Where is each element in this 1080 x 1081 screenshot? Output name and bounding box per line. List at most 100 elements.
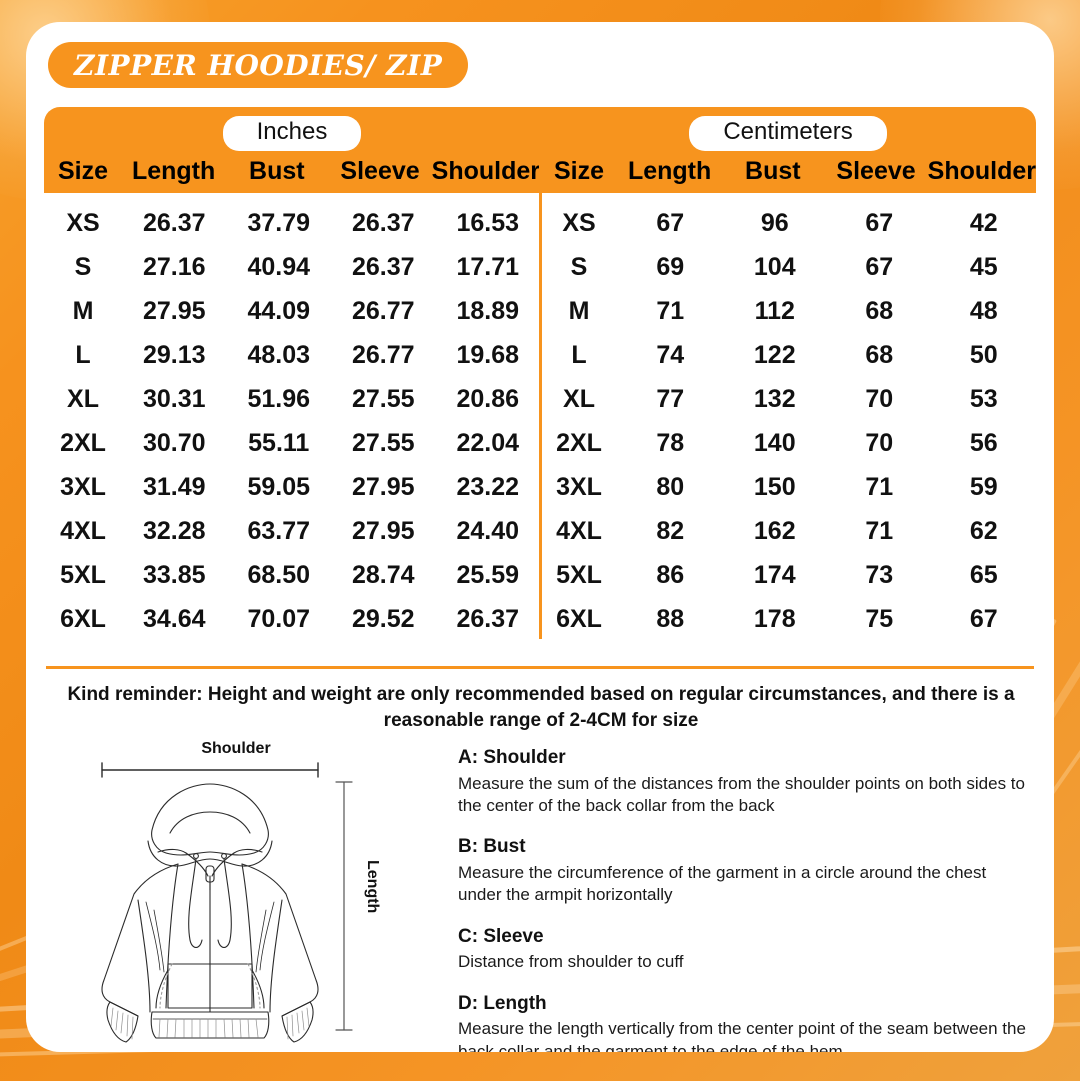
cell-inches-6-3: 27.95 bbox=[351, 473, 415, 502]
instruction-item: B: Bust Measure the circumference of the … bbox=[458, 833, 1028, 906]
cell-inches-4-2: 51.96 bbox=[247, 385, 311, 414]
table-row: XS 26.37 37.79 26.37 16.53 XS 67 96 67 42 bbox=[44, 201, 1036, 245]
table-row-half-inches: M 27.95 44.09 26.77 18.89 bbox=[44, 289, 540, 333]
cell-inches-0-2: 37.79 bbox=[247, 209, 311, 238]
cell-inches-3-2: 48.03 bbox=[247, 341, 311, 370]
cell-centimeters-8-0: 5XL bbox=[556, 561, 602, 590]
table-row-half-centimeters: XL 77 132 70 53 bbox=[540, 377, 1036, 421]
cell-inches-8-2: 68.50 bbox=[247, 561, 311, 590]
cell-inches-3-3: 26.77 bbox=[351, 341, 415, 370]
table-row-half-centimeters: 2XL 78 140 70 56 bbox=[540, 421, 1036, 465]
cell-inches-6-4: 23.22 bbox=[456, 473, 520, 502]
cell-centimeters-2-4: 48 bbox=[969, 297, 998, 326]
cell-inches-7-2: 63.77 bbox=[247, 517, 311, 546]
cell-centimeters-9-0: 6XL bbox=[556, 605, 602, 634]
cell-inches-7-1: 32.28 bbox=[142, 517, 206, 546]
cell-inches-0-0: XS bbox=[66, 209, 100, 238]
table-row-half-centimeters: 3XL 80 150 71 59 bbox=[540, 465, 1036, 509]
cell-inches-3-4: 19.68 bbox=[456, 341, 520, 370]
table-row-half-inches: 2XL 30.70 55.11 27.55 22.04 bbox=[44, 421, 540, 465]
header-inches-length: Length bbox=[131, 156, 216, 185]
cell-inches-1-3: 26.37 bbox=[351, 253, 415, 282]
cell-inches-1-1: 27.16 bbox=[142, 253, 206, 282]
header-inches-size: Size bbox=[57, 156, 109, 185]
cell-inches-1-0: S bbox=[74, 253, 92, 282]
cell-inches-7-3: 27.95 bbox=[351, 517, 415, 546]
zip-hoodie-icon bbox=[101, 762, 353, 1043]
cell-inches-2-2: 44.09 bbox=[247, 297, 311, 326]
cell-inches-4-3: 27.55 bbox=[351, 385, 415, 414]
cell-inches-2-4: 18.89 bbox=[456, 297, 520, 326]
cell-inches-1-2: 40.94 bbox=[247, 253, 311, 282]
cell-centimeters-1-2: 104 bbox=[753, 253, 796, 282]
cell-centimeters-9-3: 75 bbox=[865, 605, 894, 634]
table-row-half-centimeters: 5XL 86 174 73 65 bbox=[540, 553, 1036, 597]
header-cm-length: Length bbox=[627, 156, 712, 185]
table-row: M 27.95 44.09 26.77 18.89 M 71 112 68 48 bbox=[44, 289, 1036, 333]
cell-centimeters-3-4: 50 bbox=[969, 341, 998, 370]
cell-centimeters-0-3: 67 bbox=[865, 209, 894, 238]
cell-centimeters-5-0: 2XL bbox=[556, 429, 602, 458]
cell-centimeters-8-2: 174 bbox=[753, 561, 796, 590]
cell-centimeters-3-1: 74 bbox=[656, 341, 685, 370]
table-vertical-divider-header bbox=[539, 143, 542, 194]
cell-centimeters-7-0: 4XL bbox=[556, 517, 602, 546]
cell-inches-4-0: XL bbox=[67, 385, 99, 414]
cell-inches-9-4: 26.37 bbox=[456, 605, 520, 634]
instruction-item: C: Sleeve Distance from shoulder to cuff bbox=[458, 923, 1028, 974]
instruction-title: D: Length bbox=[458, 992, 547, 1014]
cell-centimeters-8-4: 65 bbox=[969, 561, 998, 590]
cell-inches-1-4: 17.71 bbox=[456, 253, 520, 282]
header-inches-shoulder: Shoulder bbox=[431, 156, 540, 185]
cell-centimeters-2-0: M bbox=[568, 297, 590, 326]
cell-centimeters-4-4: 53 bbox=[969, 385, 998, 414]
table-row-half-centimeters: 6XL 88 178 75 67 bbox=[540, 597, 1036, 641]
cell-centimeters-4-3: 70 bbox=[865, 385, 894, 414]
table-row: XL 30.31 51.96 27.55 20.86 XL 77 132 70 53 bbox=[44, 377, 1036, 421]
cell-inches-8-3: 28.74 bbox=[351, 561, 415, 590]
table-row-half-centimeters: L 74 122 68 50 bbox=[540, 333, 1036, 377]
cell-inches-5-1: 30.70 bbox=[142, 429, 206, 458]
header-cm-shoulder: Shoulder bbox=[927, 156, 1036, 185]
cell-inches-7-0: 4XL bbox=[60, 517, 106, 546]
header-inches-sleeve: Sleeve bbox=[340, 156, 420, 185]
cell-inches-9-2: 70.07 bbox=[247, 605, 311, 634]
content-card: ZIPPER HOODIES/ ZIP Inches Centimeters S… bbox=[26, 22, 1054, 1052]
table-body: XS 26.37 37.79 26.37 16.53 XS 67 96 67 42 S 27.16 40… bbox=[44, 193, 1036, 654]
cell-centimeters-7-3: 71 bbox=[865, 517, 894, 546]
section-divider bbox=[46, 666, 1034, 669]
table-row-half-inches: XL 30.31 51.96 27.55 20.86 bbox=[44, 377, 540, 421]
cell-centimeters-0-2: 96 bbox=[760, 209, 789, 238]
garment-diagram: Shoulder Length bbox=[86, 740, 446, 1050]
instruction-item: A: Shoulder Measure the sum of the distan… bbox=[458, 744, 1028, 817]
instruction-body: Distance from shoulder to cuff bbox=[458, 952, 684, 972]
cell-inches-5-2: 55.11 bbox=[248, 429, 310, 458]
cell-centimeters-4-0: XL bbox=[563, 385, 595, 414]
cell-centimeters-1-4: 45 bbox=[969, 253, 998, 282]
header-cm-sleeve: Sleeve bbox=[836, 156, 916, 185]
cell-inches-7-4: 24.40 bbox=[456, 517, 520, 546]
table-row: 6XL 34.64 70.07 29.52 26.37 6XL 88 178 75 67 bbox=[44, 597, 1036, 641]
size-chart-table: Inches Centimeters Size Length Bust Slee… bbox=[44, 107, 1036, 654]
table-row-half-centimeters: 4XL 82 162 71 62 bbox=[540, 509, 1036, 553]
instruction-item: D: Length Measure the length vertically f… bbox=[458, 990, 1028, 1052]
cell-centimeters-3-3: 68 bbox=[865, 341, 894, 370]
cell-centimeters-0-4: 42 bbox=[969, 209, 998, 238]
unit-badge-inches: Inches bbox=[222, 116, 362, 151]
instruction-body: Measure the circumference of the garment… bbox=[458, 862, 987, 905]
length-dimension-label: Length bbox=[364, 860, 381, 914]
cell-inches-6-1: 31.49 bbox=[142, 473, 206, 502]
cell-inches-2-3: 26.77 bbox=[351, 297, 415, 326]
cell-centimeters-8-3: 73 bbox=[865, 561, 894, 590]
cell-centimeters-2-1: 71 bbox=[656, 297, 685, 326]
cell-inches-3-1: 29.13 bbox=[142, 341, 206, 370]
cell-centimeters-5-3: 70 bbox=[865, 429, 894, 458]
reminder-text: Kind reminder: Height and weight are onl… bbox=[67, 684, 1015, 731]
instruction-title: A: Shoulder bbox=[458, 747, 566, 768]
cell-centimeters-7-2: 162 bbox=[753, 517, 796, 546]
cell-centimeters-1-1: 69 bbox=[656, 253, 685, 282]
cell-centimeters-0-1: 67 bbox=[656, 209, 685, 238]
cell-centimeters-4-2: 132 bbox=[753, 385, 796, 414]
cell-inches-0-4: 16.53 bbox=[456, 209, 520, 238]
